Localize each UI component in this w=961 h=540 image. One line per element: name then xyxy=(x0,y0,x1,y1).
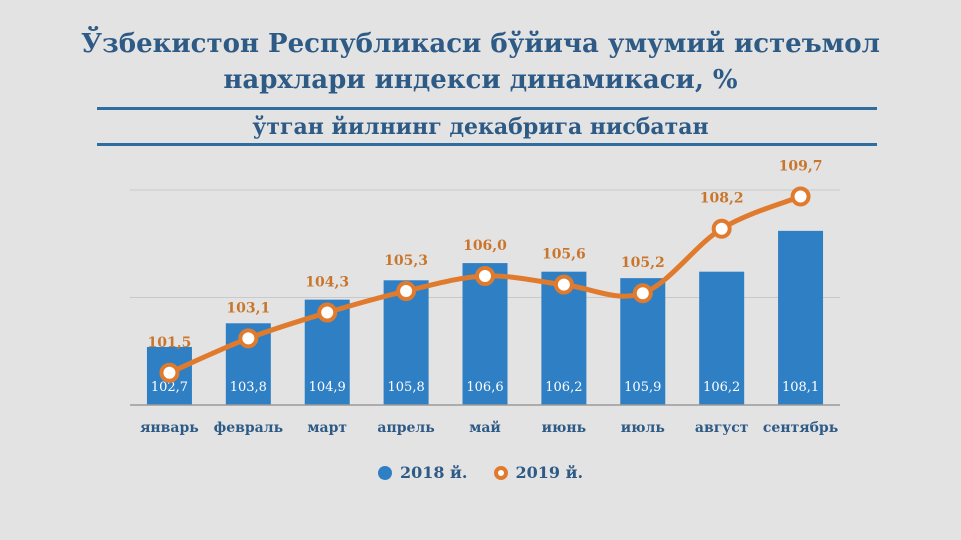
legend-marker-2018 xyxy=(377,465,392,480)
point-label-2019-5: 106,0 xyxy=(463,238,507,254)
chart-title-line-1: Ўзбекистон Республикаси бўйича умумий ис… xyxy=(81,29,880,59)
point-label-2019-9: 109,7 xyxy=(779,158,823,174)
legend-item-2018: 2018 й. xyxy=(377,463,468,482)
bar-2018-5 xyxy=(462,263,508,405)
bar-2018-4 xyxy=(383,280,429,405)
x-tick-label-7: июль xyxy=(621,420,665,436)
legend-label-2019: 2019 й. xyxy=(515,463,584,482)
point-label-2019-4: 105,3 xyxy=(384,253,428,269)
point-2019-5 xyxy=(475,266,495,286)
x-tick-label-1: январь xyxy=(140,420,199,436)
point-2019-7 xyxy=(632,283,653,304)
chart-title-line-2: нархлари индекси динамикаси, % xyxy=(223,65,738,95)
bar-label-2018-7: 105,9 xyxy=(624,380,661,395)
bar-2018-8 xyxy=(699,271,745,405)
point-2019-9 xyxy=(790,186,811,207)
point-2019-6 xyxy=(553,274,574,295)
bar-label-2018-6: 106,2 xyxy=(545,380,582,395)
point-2019-1 xyxy=(159,362,180,383)
point-2019-4 xyxy=(396,281,417,302)
point-2019-3 xyxy=(317,302,338,323)
point-2019-2 xyxy=(238,328,259,349)
bar-label-2018-4: 105,8 xyxy=(388,380,425,395)
x-tick-label-9: сентябрь xyxy=(763,420,838,436)
bar-label-2018-9: 108,1 xyxy=(782,380,819,395)
point-label-2019-3: 104,3 xyxy=(305,275,349,291)
x-tick-label-6: июнь xyxy=(542,420,587,436)
point-label-2019-6: 105,6 xyxy=(542,247,586,263)
legend-label-2018: 2018 й. xyxy=(399,463,468,482)
x-tick-label-8: август xyxy=(695,420,749,436)
x-tick-label-2: февраль xyxy=(214,420,284,436)
x-tick-label-4: апрель xyxy=(377,420,434,436)
bar-2018-9 xyxy=(778,230,824,405)
chart-title: Ўзбекистон Республикаси бўйича умумий ис… xyxy=(0,26,961,98)
title-divider-bottom xyxy=(97,143,877,146)
bar-label-2018-2: 103,8 xyxy=(230,380,267,395)
legend-marker-2019 xyxy=(493,465,508,480)
bar-label-2018-1: 102,7 xyxy=(151,380,188,395)
chart-subtitle: ўтган йилнинг декабрига нисбатан xyxy=(252,114,709,140)
point-label-2019-7: 105,2 xyxy=(621,255,665,271)
title-divider-top xyxy=(97,107,877,110)
point-label-2019-1: 101,5 xyxy=(148,335,192,351)
x-tick-label-3: март xyxy=(307,420,347,436)
point-label-2019-2: 103,1 xyxy=(226,300,270,316)
bar-label-2018-3: 104,9 xyxy=(309,380,346,395)
bar-label-2018-8: 106,2 xyxy=(703,380,740,395)
chart-legend: 2018 й. 2019 й. xyxy=(0,463,961,482)
point-2019-8 xyxy=(711,218,732,239)
bar-label-2018-5: 106,6 xyxy=(466,380,503,395)
legend-item-2019: 2019 й. xyxy=(493,463,584,482)
x-tick-label-5: май xyxy=(469,419,501,436)
point-label-2019-8: 108,2 xyxy=(700,191,744,207)
